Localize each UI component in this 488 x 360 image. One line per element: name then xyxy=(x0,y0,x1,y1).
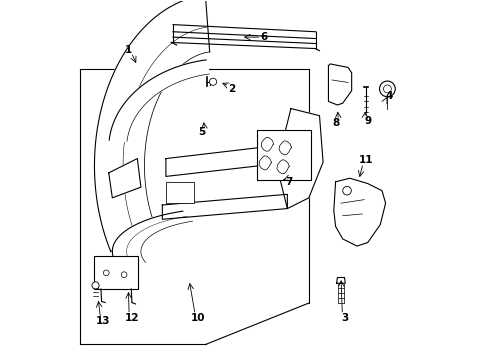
Polygon shape xyxy=(162,194,287,219)
Circle shape xyxy=(383,85,390,93)
Circle shape xyxy=(121,272,127,278)
Bar xyxy=(165,182,194,203)
Polygon shape xyxy=(276,160,289,174)
Text: 8: 8 xyxy=(331,118,339,128)
Text: 4: 4 xyxy=(385,91,392,101)
Circle shape xyxy=(209,78,216,85)
Polygon shape xyxy=(328,64,351,105)
Polygon shape xyxy=(173,24,315,49)
Bar xyxy=(257,130,310,180)
Polygon shape xyxy=(259,156,271,170)
Text: 9: 9 xyxy=(364,116,370,126)
Text: 3: 3 xyxy=(341,312,348,323)
Polygon shape xyxy=(333,178,385,246)
Polygon shape xyxy=(108,158,141,198)
Text: 6: 6 xyxy=(260,32,267,42)
Text: 11: 11 xyxy=(358,156,372,165)
Polygon shape xyxy=(279,141,291,155)
Polygon shape xyxy=(165,144,290,176)
Polygon shape xyxy=(261,137,273,151)
Circle shape xyxy=(342,186,350,195)
Circle shape xyxy=(103,270,109,276)
Text: 10: 10 xyxy=(190,312,205,323)
Circle shape xyxy=(92,282,99,289)
Polygon shape xyxy=(94,0,209,251)
Text: 2: 2 xyxy=(228,84,235,94)
Text: 7: 7 xyxy=(285,177,292,187)
Polygon shape xyxy=(112,211,192,266)
Text: 13: 13 xyxy=(96,316,110,326)
Polygon shape xyxy=(280,109,323,208)
Polygon shape xyxy=(336,278,345,283)
Text: 1: 1 xyxy=(124,45,132,55)
Text: 12: 12 xyxy=(124,312,139,323)
Bar xyxy=(94,256,138,289)
Text: 5: 5 xyxy=(198,127,205,137)
Polygon shape xyxy=(109,60,209,141)
Circle shape xyxy=(379,81,394,97)
